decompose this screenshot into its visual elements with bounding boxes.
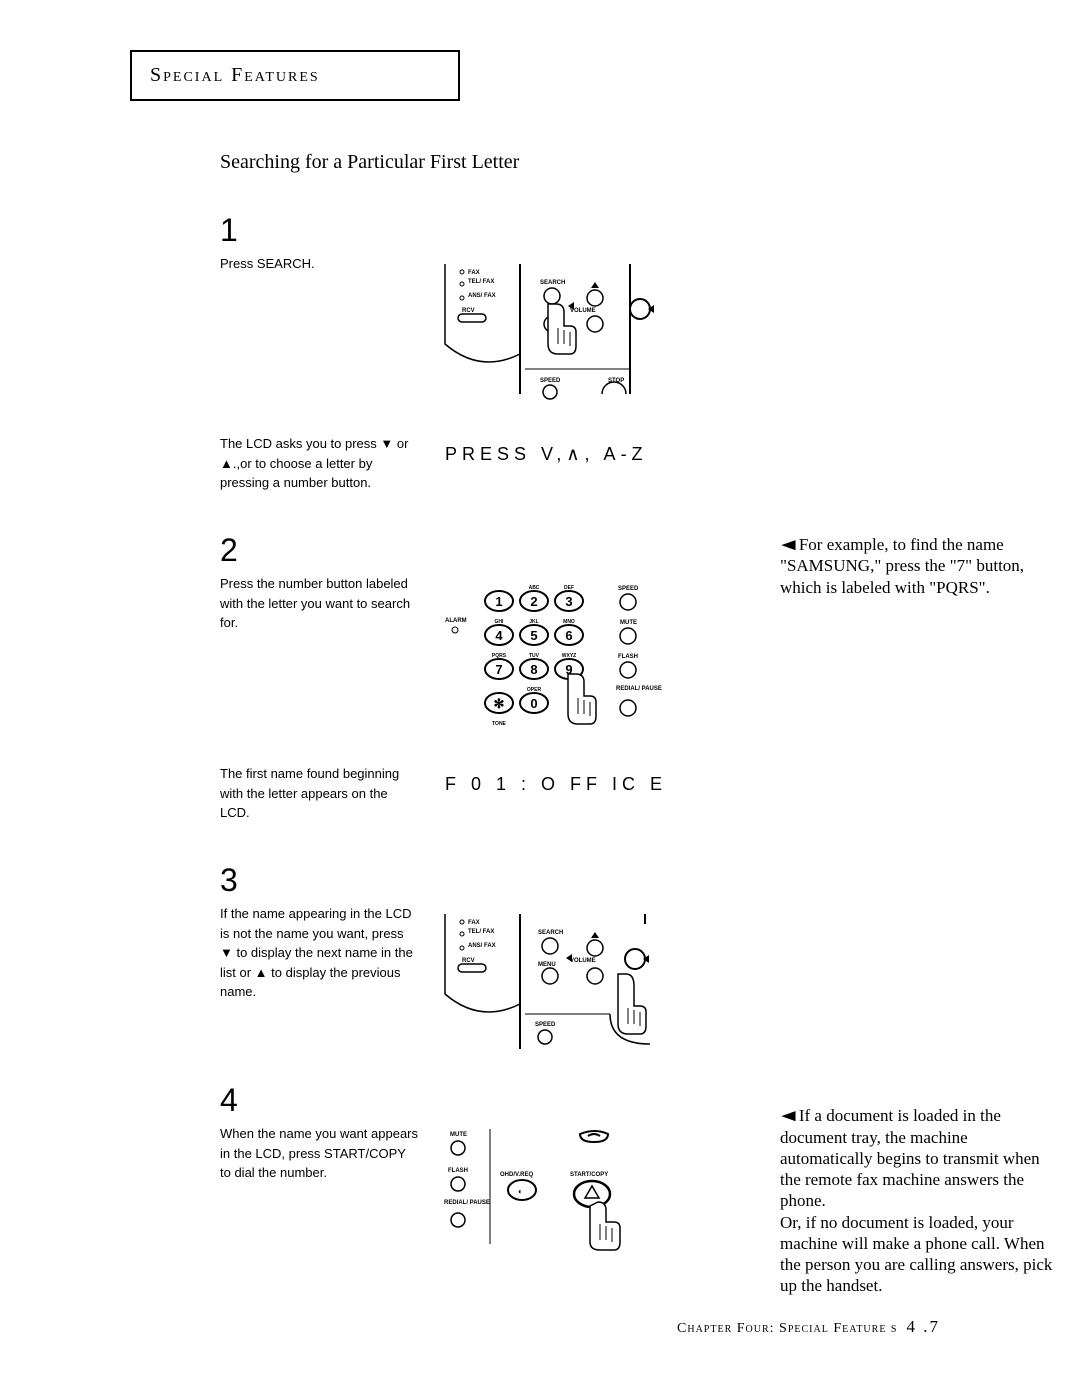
svg-text:FLASH: FLASH [618,654,638,660]
svg-text:SEARCH: SEARCH [538,930,563,936]
svg-text:START/COPY: START/COPY [570,1172,608,1178]
step-text: Press SEARCH. [220,254,420,274]
manual-page: Special Features Searching for a Particu… [0,0,1080,1397]
svg-text:1: 1 [495,594,502,609]
footer-chapter: Chapter Four: Special Feature s [677,1321,897,1336]
keypad-illustration: ALARM ABC DEF GHI JKL MNO PQRS [440,574,690,734]
step-1: 1 Press SEARCH. FAX TEL/ FAX ANS/ FAX RC… [220,214,960,404]
svg-text:SPEED: SPEED [535,1022,556,1028]
step-1-lcd: The LCD asks you to press ▼ or ▲.,or to … [220,434,960,494]
svg-text:MUTE: MUTE [620,620,637,626]
step-text: If the name appearing in the LCD is not … [220,904,420,1002]
svg-text:FAX: FAX [468,920,480,926]
step-text: When the name you want appears in the LC… [220,1124,420,1183]
svg-text:ALARM: ALARM [445,618,467,624]
panel-illustration-3: FAX TEL/ FAX ANS/ FAX RCV SEARCH [440,904,690,1054]
step-number: 1 [220,214,960,246]
svg-text:TEL/ FAX: TEL/ FAX [468,929,494,935]
svg-text:4: 4 [495,628,503,643]
svg-text:RCV: RCV [462,958,475,964]
section-header-title: Special Features [150,64,320,86]
svg-text:OHD/V.REQ: OHD/V.REQ [500,1172,533,1178]
svg-text:ANS/ FAX: ANS/ FAX [468,293,496,299]
svg-text:FLASH: FLASH [448,1168,468,1174]
side-note-4: ◄If a document is loaded in the document… [780,1084,1060,1297]
svg-text:MENU: MENU [538,962,556,968]
step-2: ◄For example, to find the name "SAMSUNG,… [220,534,960,734]
svg-text:SEARCH: SEARCH [540,280,565,286]
page-subtitle: Searching for a Particular First Letter [220,151,960,174]
svg-text:2: 2 [530,594,537,609]
step-sub-text: The first name found beginning with the … [220,764,420,823]
svg-text:0: 0 [530,696,537,711]
step-4: ◄If a document is loaded in the document… [220,1084,960,1254]
svg-text:3: 3 [565,594,572,609]
svg-text:8: 8 [530,662,537,677]
svg-text:REDIAL/ PAUSE: REDIAL/ PAUSE [616,686,662,692]
section-header-box: Special Features [130,50,460,101]
page-footer: Chapter Four: Special Feature s 4 .7 [677,1317,940,1337]
panel-illustration-4: MUTE FLASH REDIAL/ PAUSE OHD/V.REQ ◐ STA… [440,1124,690,1254]
svg-text:6: 6 [565,628,572,643]
step-sub-text: The LCD asks you to press ▼ or ▲.,or to … [220,434,420,493]
svg-text:REDIAL/ PAUSE: REDIAL/ PAUSE [444,1200,490,1206]
lcd-display-1: PRESS V,∧, A-Z [445,444,648,465]
arrow-left-icon: ◄ [777,534,801,555]
panel-illustration-1: FAX TEL/ FAX ANS/ FAX RCV SEARCH [440,254,690,404]
lcd-display-2: F 0 1 : O FF IC E [445,774,667,795]
svg-text:5: 5 [530,628,537,643]
step-2-lcd: The first name found beginning with the … [220,764,960,824]
arrow-left-icon: ◄ [777,1105,801,1126]
side-note-2: ◄For example, to find the name "SAMSUNG,… [780,534,1060,598]
svg-text:ANS/ FAX: ANS/ FAX [468,943,496,949]
svg-text:FAX: FAX [468,270,480,276]
svg-text:VOLUME: VOLUME [570,958,596,964]
svg-text:7: 7 [495,662,502,677]
svg-text:SPEED: SPEED [618,586,639,592]
svg-text:SPEED: SPEED [540,378,561,384]
svg-text:TONE: TONE [492,721,506,727]
step-text: Press the number button labeled with the… [220,574,420,633]
svg-text:RCV: RCV [462,308,475,314]
svg-text:✻: ✻ [494,696,505,711]
svg-text:TEL/ FAX: TEL/ FAX [468,279,494,285]
svg-text:◐: ◐ [518,1187,523,1196]
footer-page: 4 .7 [907,1317,941,1336]
step-number: 3 [220,864,960,896]
step-3: 3 If the name appearing in the LCD is no… [220,864,960,1054]
svg-text:MUTE: MUTE [450,1132,467,1138]
